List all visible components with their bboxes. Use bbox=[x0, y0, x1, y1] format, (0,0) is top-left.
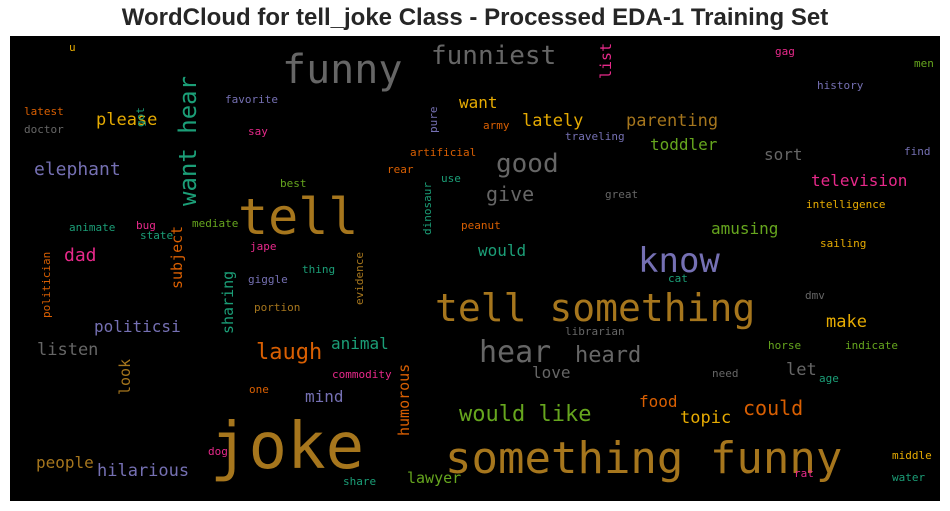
word-animate: animate bbox=[69, 221, 115, 234]
word-laugh: laugh bbox=[256, 340, 322, 365]
word-middle: middle bbox=[892, 449, 932, 462]
word-age: age bbox=[819, 372, 839, 385]
word-could: could bbox=[743, 396, 803, 420]
word-look: look bbox=[116, 359, 134, 395]
word-tell: tell bbox=[238, 188, 358, 246]
word-great: great bbox=[605, 188, 638, 201]
word-lawyer: lawyer bbox=[407, 469, 461, 487]
word-mind: mind bbox=[305, 387, 344, 406]
word-good: good bbox=[496, 149, 559, 179]
wordcloud-background bbox=[10, 36, 940, 501]
word-listen: listen bbox=[37, 340, 98, 360]
word-subject: subject bbox=[168, 226, 186, 289]
word-animal: animal bbox=[331, 334, 389, 353]
word-want: want bbox=[459, 93, 498, 112]
word-men: men bbox=[914, 57, 934, 70]
word-people: people bbox=[36, 453, 94, 472]
word-need: need bbox=[712, 367, 739, 380]
word-favorite: favorite bbox=[225, 93, 278, 106]
word-joke: joke bbox=[210, 410, 364, 484]
word-tell-something: tell something bbox=[435, 286, 755, 330]
word-hear: hear bbox=[479, 335, 551, 370]
word-latest: latest bbox=[24, 105, 64, 118]
word-dog: dog bbox=[208, 445, 228, 458]
word-cat: cat bbox=[668, 272, 688, 285]
word-say: say bbox=[248, 125, 268, 138]
word-share: share bbox=[343, 475, 376, 488]
word-history: history bbox=[817, 79, 864, 92]
word-please: please bbox=[96, 110, 157, 130]
word-dinosaur: dinosaur bbox=[421, 182, 434, 235]
word-elephant: elephant bbox=[34, 159, 121, 180]
word-jape: jape bbox=[250, 240, 277, 253]
word-make: make bbox=[826, 312, 867, 332]
word-got: got bbox=[134, 107, 147, 127]
wordcloud-plot: joke something funny tell something tell fun… bbox=[10, 36, 940, 501]
word-let: let bbox=[786, 360, 817, 380]
word-giggle: giggle bbox=[248, 273, 288, 286]
word-love: love bbox=[532, 363, 571, 382]
word-amusing: amusing bbox=[711, 219, 778, 238]
word-toddler: toddler bbox=[650, 135, 718, 154]
word-librarian: librarian bbox=[565, 325, 625, 338]
word-indicate: indicate bbox=[845, 339, 898, 352]
word-peanut: peanut bbox=[461, 219, 501, 232]
word-sailing: sailing bbox=[820, 237, 866, 250]
word-commodity: commodity bbox=[332, 368, 392, 381]
word-food: food bbox=[639, 392, 678, 411]
word-funny: funny bbox=[282, 47, 402, 93]
word-hilarious: hilarious bbox=[97, 461, 189, 481]
word-horse: horse bbox=[768, 339, 801, 352]
word-use: use bbox=[441, 172, 461, 185]
word-would-like: would like bbox=[459, 402, 591, 427]
word-water: water bbox=[892, 471, 925, 484]
word-evidence: evidence bbox=[353, 252, 366, 305]
word-list: list bbox=[597, 43, 615, 79]
word-state: state bbox=[140, 229, 173, 242]
word-parenting: parenting bbox=[626, 111, 718, 131]
word-politicsi: politicsi bbox=[94, 317, 181, 336]
word-something-funny: something funny bbox=[445, 433, 842, 484]
word-topic: topic bbox=[680, 408, 731, 428]
chart-title: WordCloud for tell_joke Class - Processe… bbox=[121, 4, 829, 31]
word-rat: rat bbox=[794, 467, 814, 480]
word-gag: gag bbox=[775, 45, 795, 58]
word-dad: dad bbox=[64, 245, 97, 266]
word-find: find bbox=[904, 145, 931, 158]
word-portion: portion bbox=[254, 301, 300, 314]
word-artificial: artificial bbox=[410, 146, 476, 159]
word-sharing: sharing bbox=[219, 271, 237, 334]
word-mediate: mediate bbox=[192, 217, 238, 230]
word-intelligence: intelligence bbox=[806, 198, 885, 211]
word-give: give bbox=[486, 182, 534, 206]
wordcloud-words: joke something funny tell something tell fun… bbox=[24, 41, 934, 488]
word-army: army bbox=[483, 119, 510, 132]
word-best: best bbox=[280, 177, 307, 190]
word-thing: thing bbox=[302, 263, 335, 276]
word-doctor: doctor bbox=[24, 123, 64, 136]
word-would: would bbox=[478, 241, 526, 260]
word-sort: sort bbox=[764, 145, 803, 164]
word-heard: heard bbox=[575, 343, 641, 368]
word-bug: bug bbox=[136, 219, 156, 232]
word-funniest: funniest bbox=[431, 41, 556, 71]
word-television: television bbox=[811, 171, 907, 190]
word-pure: pure bbox=[427, 107, 440, 134]
word-know: know bbox=[638, 241, 720, 281]
word-lately: lately bbox=[522, 111, 583, 131]
word-dmv: dmv bbox=[805, 289, 825, 302]
word-one: one bbox=[249, 383, 269, 396]
word-politician: politician bbox=[40, 252, 53, 318]
word-traveling: traveling bbox=[565, 130, 625, 143]
word-humorous: humorous bbox=[395, 364, 413, 436]
word-u: u bbox=[69, 41, 76, 54]
word-want-hear: want hear bbox=[174, 76, 202, 206]
word-rear: rear bbox=[387, 163, 414, 176]
